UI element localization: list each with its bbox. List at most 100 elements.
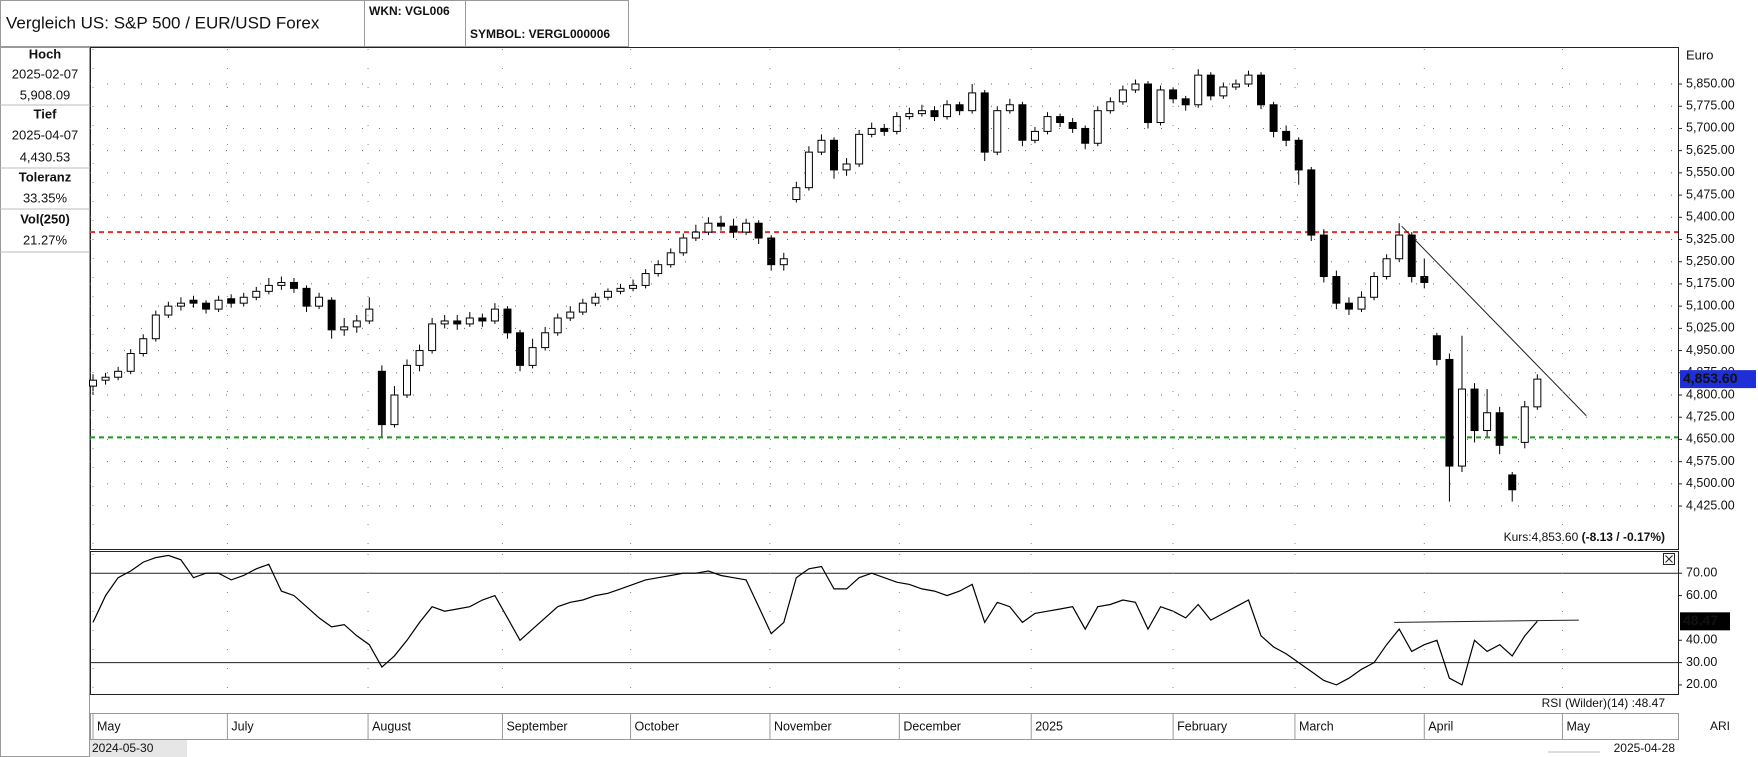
info-texts: Hoch 2025-02-07 5,908.09 Tief 2025-04-07… xyxy=(12,46,79,247)
candle-body xyxy=(1030,130,1039,141)
candle-body xyxy=(1395,234,1404,260)
candle-body xyxy=(1470,388,1479,432)
y-tick-label: 5,475.00 xyxy=(1686,187,1735,201)
candle-body xyxy=(516,332,525,366)
y-tick-label: 40.00 xyxy=(1686,633,1717,647)
candle-body xyxy=(202,302,211,310)
y-tick-label: 5,550.00 xyxy=(1686,165,1735,179)
x-tick-label: May xyxy=(97,719,121,733)
candle-body xyxy=(1269,104,1278,132)
last-price-label: 4,853.60 xyxy=(1683,370,1738,386)
candle-body xyxy=(89,379,98,387)
candle-body xyxy=(616,287,625,292)
info-separators xyxy=(0,104,90,253)
candle-body xyxy=(1169,89,1178,100)
last-rsi-box xyxy=(1680,612,1730,631)
x-tick-label: September xyxy=(506,719,567,733)
candle-body xyxy=(704,222,713,233)
candle-body xyxy=(1068,122,1077,129)
candle-body xyxy=(465,317,474,325)
candle-body xyxy=(654,264,663,275)
candle-body xyxy=(139,338,148,355)
y-tick-label: 5,250.00 xyxy=(1686,254,1735,268)
candle-body xyxy=(1508,474,1517,491)
candle-body xyxy=(855,133,864,165)
info-value: 4,430.53 xyxy=(20,149,71,164)
info-value: 5,908.09 xyxy=(20,87,71,102)
candle-body xyxy=(1131,83,1140,91)
y-tick-label: 5,400.00 xyxy=(1686,210,1735,224)
candle-body xyxy=(1018,104,1027,141)
y-tick-label: 4,725.00 xyxy=(1686,410,1735,424)
rsi-line xyxy=(92,554,1538,686)
candle-body xyxy=(968,92,977,112)
candle-body xyxy=(1420,276,1429,283)
info-panel xyxy=(0,47,90,757)
corner-label: ARI xyxy=(1710,719,1730,733)
candle-body xyxy=(892,116,901,132)
info-label: Hoch xyxy=(29,46,62,61)
candle-body xyxy=(1407,234,1416,278)
x-tick-label: November xyxy=(774,719,832,733)
candle-body xyxy=(1257,74,1266,106)
candle-body xyxy=(264,284,273,292)
y-tick-label: 4,800.00 xyxy=(1686,387,1735,401)
candle-body xyxy=(691,231,700,239)
y-tick-label: 5,100.00 xyxy=(1686,298,1735,312)
candle-body xyxy=(1307,169,1316,236)
candle-body xyxy=(164,305,173,316)
candle-body xyxy=(340,326,349,331)
trend-line xyxy=(1401,225,1587,417)
candle-body xyxy=(1156,89,1165,124)
y-tick-label: 5,025.00 xyxy=(1686,321,1735,335)
candle-body xyxy=(716,222,725,227)
y-tick-label: 5,625.00 xyxy=(1686,143,1735,157)
candle-body xyxy=(377,370,386,426)
status-line: Kurs:4,853.60 (-8.13 / -0.17%) xyxy=(1504,530,1665,544)
x-tick-label: 2025 xyxy=(1035,719,1063,733)
candle-body xyxy=(1495,412,1504,446)
candle-body xyxy=(453,320,462,325)
candle-body xyxy=(1319,234,1328,278)
candle-body xyxy=(1244,74,1253,85)
candle-body xyxy=(1457,388,1466,467)
candle-body xyxy=(1005,104,1014,112)
symbol: SYMBOL: VERGL000006 xyxy=(470,27,610,41)
status-change: (-8.13 / -0.17%) xyxy=(1582,530,1665,544)
y-tick-label: 4,500.00 xyxy=(1686,476,1735,490)
candle-body xyxy=(352,320,361,328)
trend-line xyxy=(1394,619,1579,623)
y-tick-label: 4,950.00 xyxy=(1686,343,1735,357)
candle-body xyxy=(1106,101,1115,112)
y-tick-label: 60.00 xyxy=(1686,588,1717,602)
candle-body xyxy=(1533,378,1542,408)
candle-body xyxy=(1445,358,1454,467)
candle-body xyxy=(428,323,437,352)
last-rsi-label: 48.47 xyxy=(1683,612,1718,628)
candle-body xyxy=(490,308,499,322)
candle-body xyxy=(151,314,160,340)
info-value: 21.27% xyxy=(23,232,68,247)
candle-body xyxy=(955,104,964,112)
info-label: Vol(250) xyxy=(20,211,70,226)
candle-body xyxy=(754,222,763,239)
y-tick-label: 5,325.00 xyxy=(1686,232,1735,246)
candle-body xyxy=(289,281,298,289)
candle-body xyxy=(679,237,688,254)
candle-body xyxy=(114,370,123,378)
status-price: Kurs:4,853.60 xyxy=(1504,530,1579,544)
candle-body xyxy=(1294,139,1303,171)
x-tick-label: May xyxy=(1566,719,1590,733)
info-value: 2025-02-07 xyxy=(12,66,79,81)
candle-body xyxy=(126,353,135,372)
y-tick-label: 30.00 xyxy=(1686,655,1717,669)
x-tick-label: February xyxy=(1177,719,1228,733)
candle-body xyxy=(365,308,374,322)
y-tick-label: 4,650.00 xyxy=(1686,432,1735,446)
x-tick-label: April xyxy=(1428,719,1453,733)
candle-body xyxy=(176,302,185,307)
candle-body xyxy=(1143,83,1152,124)
x-tick-label: August xyxy=(372,719,411,733)
candle-body xyxy=(1520,406,1529,443)
candle-body xyxy=(817,139,826,153)
